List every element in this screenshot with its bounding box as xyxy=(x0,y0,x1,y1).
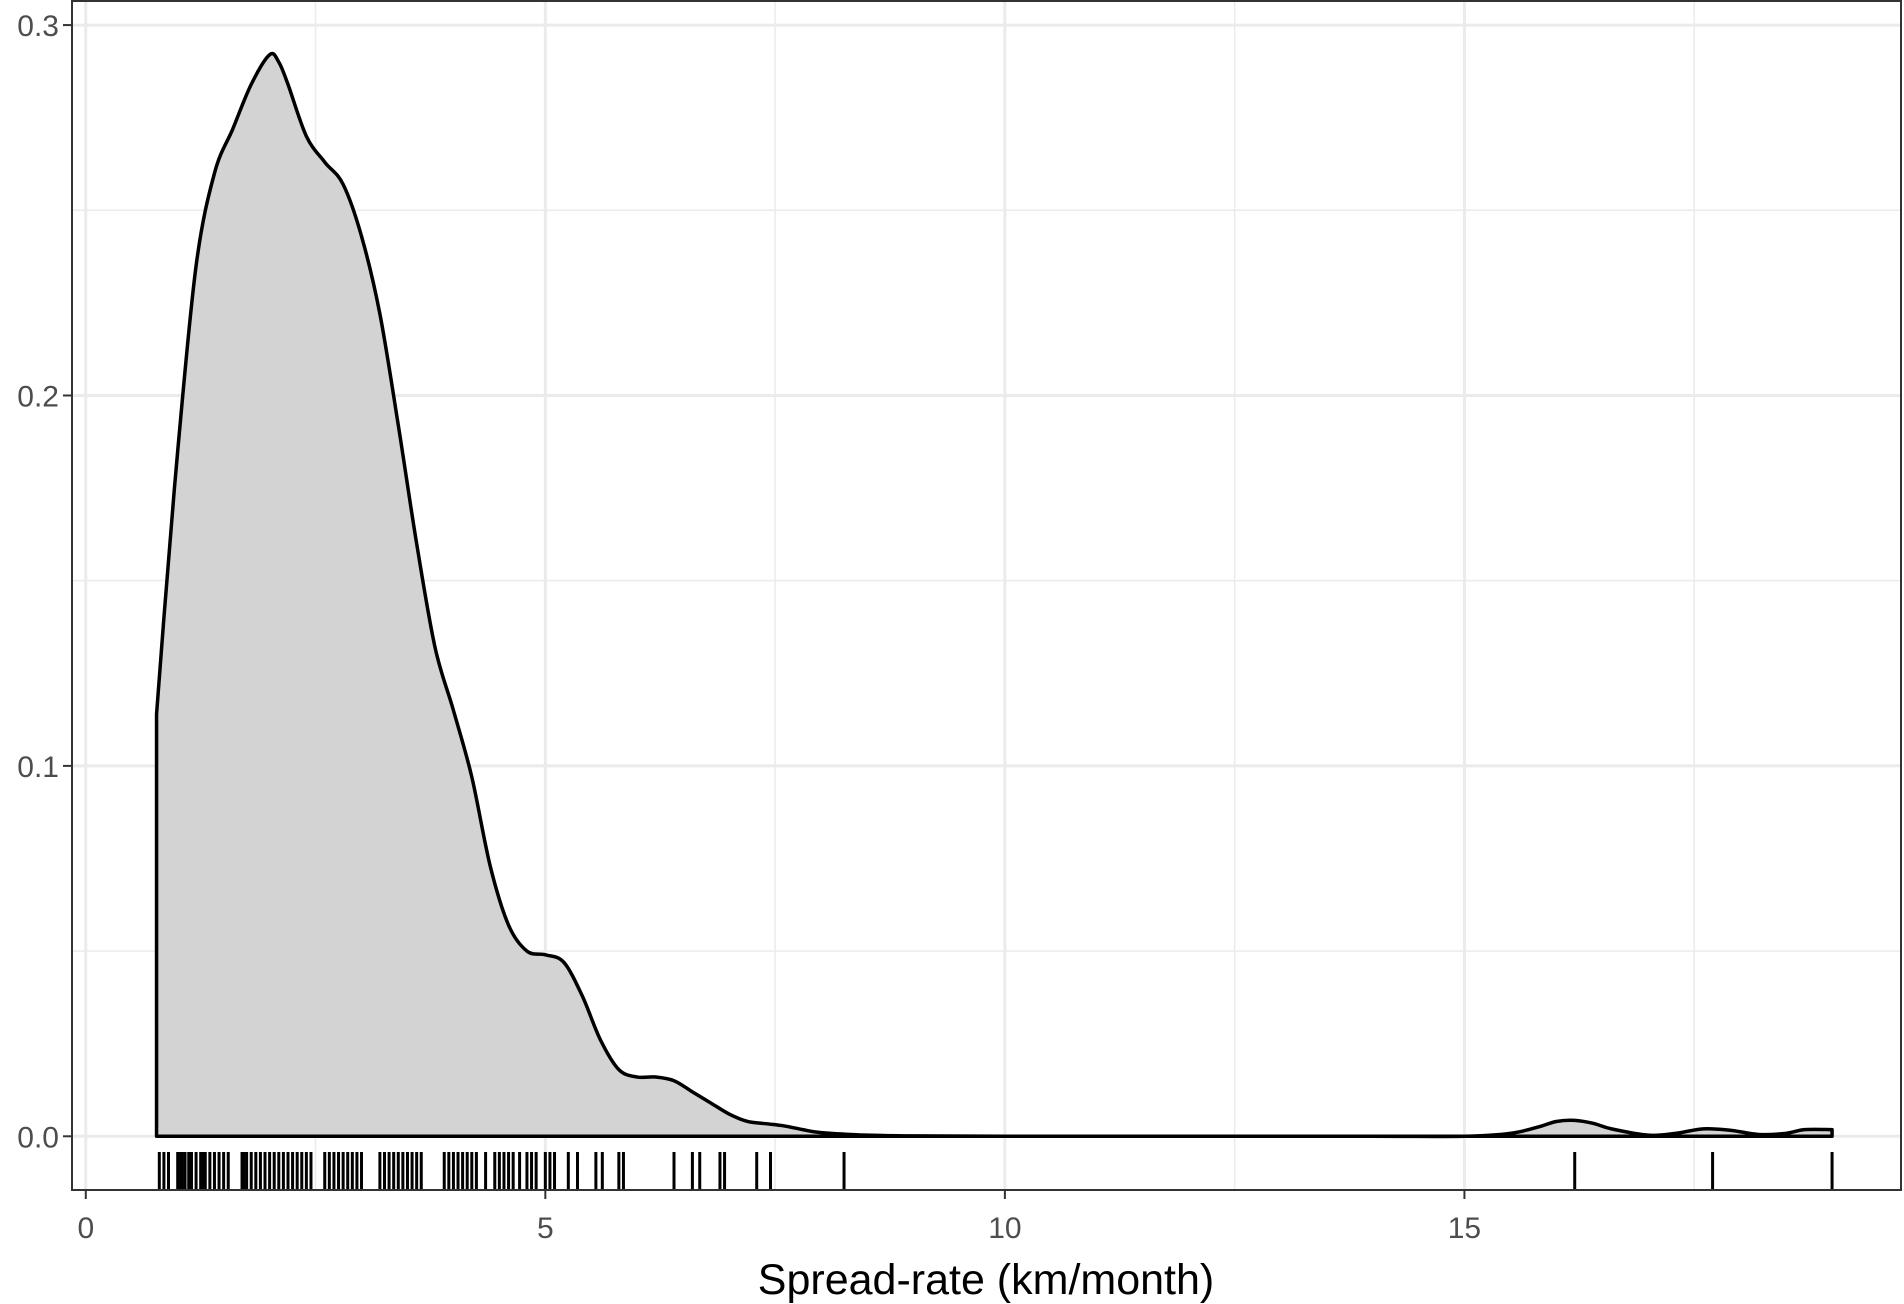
y-tick-label: 0.3 xyxy=(17,10,59,43)
y-axis-tick-labels: 0.0 0.1 0.2 0.3 xyxy=(17,10,59,1154)
y-tick-label: 0.0 xyxy=(17,1121,59,1154)
y-axis-ticks xyxy=(63,24,72,1138)
x-tick-label: 15 xyxy=(1448,1212,1481,1245)
x-tick-label: 0 xyxy=(77,1212,94,1245)
x-axis-tick-labels: 0 5 10 15 xyxy=(77,1212,1481,1245)
plot-border xyxy=(71,0,1902,1191)
x-axis-title: Spread-rate (km/month) xyxy=(758,1256,1214,1304)
x-tick-label: 10 xyxy=(988,1212,1021,1245)
y-tick-label: 0.2 xyxy=(17,380,59,413)
y-tick-label: 0.1 xyxy=(17,751,59,784)
density-line xyxy=(154,51,1834,1139)
rug-marks xyxy=(157,1152,1834,1189)
x-tick-label: 5 xyxy=(537,1212,554,1245)
x-axis-ticks xyxy=(84,1190,1466,1199)
